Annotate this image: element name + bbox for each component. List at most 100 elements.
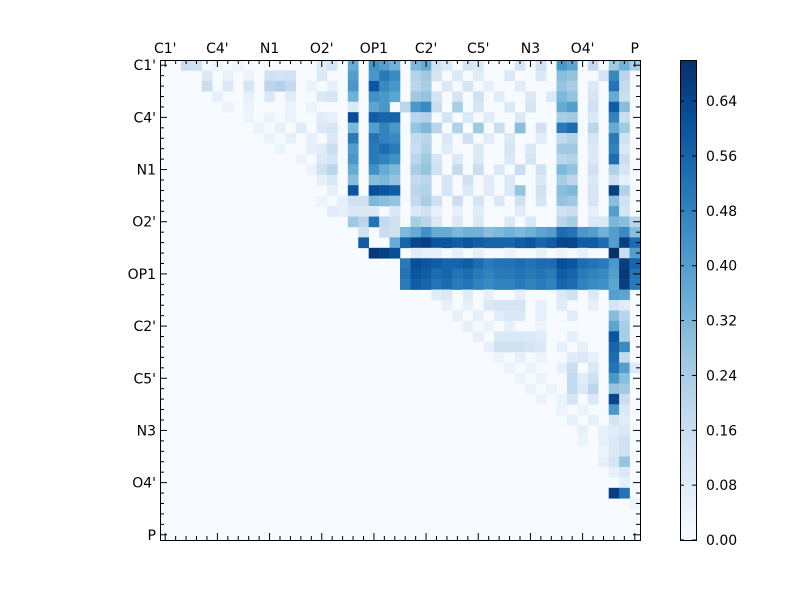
heatmap-cell	[452, 247, 463, 259]
heatmap-cell	[347, 70, 359, 82]
heatmap-cell	[504, 341, 516, 353]
heatmap-cell	[619, 112, 630, 123]
heatmap-cell	[504, 279, 516, 290]
heatmap-cell	[546, 226, 557, 238]
heatmap-cell	[410, 226, 422, 238]
heatmap-cell	[504, 300, 516, 311]
heatmap-cell	[556, 101, 568, 113]
heatmap-cell	[441, 279, 453, 290]
heatmap-cell	[525, 331, 536, 343]
heatmap-cell	[410, 185, 422, 196]
heatmap-cell	[493, 258, 505, 269]
heatmap-cell	[514, 185, 526, 196]
heatmap-cell	[473, 101, 484, 113]
heatmap-cell	[389, 226, 401, 238]
heatmap-cell	[368, 91, 380, 103]
heatmap-cell	[587, 153, 599, 165]
heatmap-cell	[577, 435, 589, 447]
heatmap-cell	[598, 435, 609, 447]
heatmap-cell	[566, 268, 578, 280]
heatmap-cell	[608, 310, 620, 322]
heatmap-cell	[326, 91, 338, 103]
heatmap-cell	[587, 300, 599, 311]
heatmap-cell	[525, 279, 536, 290]
heatmap-cell	[556, 153, 568, 165]
heatmap-cell	[504, 237, 516, 249]
axis-tick-labels: C1'C1' C4' C4' N1 N1 O2' O2' OP1 OP1 C2' C2' C5' C5'…	[128, 41, 639, 544]
heatmap-cell	[608, 456, 620, 468]
heatmap-cell	[514, 237, 526, 249]
heatmap-cell	[577, 226, 589, 238]
colorbar-tick-label: 0.32	[706, 314, 737, 330]
heatmap-cell	[493, 341, 505, 353]
heatmap-cell	[347, 101, 359, 113]
heatmap-cell	[462, 185, 474, 196]
heatmap-cell	[410, 91, 422, 103]
heatmap-cell	[556, 237, 568, 249]
heatmap-cell	[326, 174, 338, 186]
heatmap-cell	[389, 216, 401, 228]
heatmap-cell	[619, 216, 630, 228]
heatmap-cell	[587, 414, 599, 426]
heatmap-cell	[368, 122, 380, 134]
heatmap-cell	[347, 133, 359, 144]
heatmap-cell	[514, 60, 526, 71]
heatmap-cell	[577, 373, 589, 384]
heatmap-cell	[441, 174, 453, 186]
heatmap-cell	[608, 247, 620, 259]
heatmap-cell	[368, 185, 380, 196]
heatmap-cell	[347, 195, 359, 207]
heatmap-cell	[577, 247, 589, 259]
heatmap-cell	[629, 258, 641, 269]
heatmap-cell	[483, 258, 495, 269]
heatmap-cell	[233, 60, 244, 71]
heatmap-cell	[608, 289, 620, 301]
heatmap-cell	[504, 331, 516, 343]
heatmap-cell	[629, 279, 641, 290]
heatmap-cell	[452, 310, 463, 322]
heatmap-cell	[441, 143, 453, 155]
heatmap-cell	[566, 185, 578, 196]
heatmap-cell	[326, 133, 338, 144]
heatmap-cell	[410, 101, 422, 113]
heatmap-cell	[587, 216, 599, 228]
heatmap-cell	[347, 174, 359, 186]
heatmap-cell	[587, 185, 599, 196]
heatmap-cell	[619, 91, 630, 103]
heatmap-cell	[619, 80, 630, 92]
heatmap-cell	[525, 383, 536, 395]
heatmap-cell	[389, 185, 401, 196]
heatmap-cell	[462, 268, 474, 280]
heatmap-cell	[337, 195, 349, 207]
heatmap-cell	[577, 237, 589, 249]
heatmap-cell	[431, 206, 443, 217]
heatmap-cell	[608, 185, 620, 196]
heatmap-cell	[473, 268, 484, 280]
heatmap-cell	[389, 60, 401, 71]
heatmap-cell	[587, 383, 599, 395]
heatmap-cell	[598, 425, 609, 436]
heatmap-cell	[514, 331, 526, 343]
heatmap-cell	[264, 80, 276, 92]
heatmap-cell	[441, 80, 453, 92]
heatmap-cell	[431, 258, 443, 269]
heatmap-cell	[452, 206, 463, 217]
heatmap-cell	[619, 195, 630, 207]
heatmap-cell	[598, 268, 609, 280]
heatmap-cell	[191, 60, 203, 71]
heatmap-cell	[483, 237, 495, 249]
heatmap-cell	[577, 279, 589, 290]
heatmap-cell	[473, 247, 484, 259]
heatmap-cell	[546, 237, 557, 249]
heatmap-cell	[619, 185, 630, 196]
heatmap-cell	[243, 112, 255, 123]
heatmap-cell	[410, 279, 422, 290]
heatmap-cell	[566, 60, 578, 71]
heatmap-cell	[598, 456, 609, 468]
heatmap-cell	[619, 279, 630, 290]
heatmap-cell	[243, 80, 255, 92]
heatmap-cell	[619, 352, 630, 363]
heatmap-cell	[566, 133, 578, 144]
heatmap-cell	[410, 60, 422, 71]
heatmap-cell	[546, 268, 557, 280]
